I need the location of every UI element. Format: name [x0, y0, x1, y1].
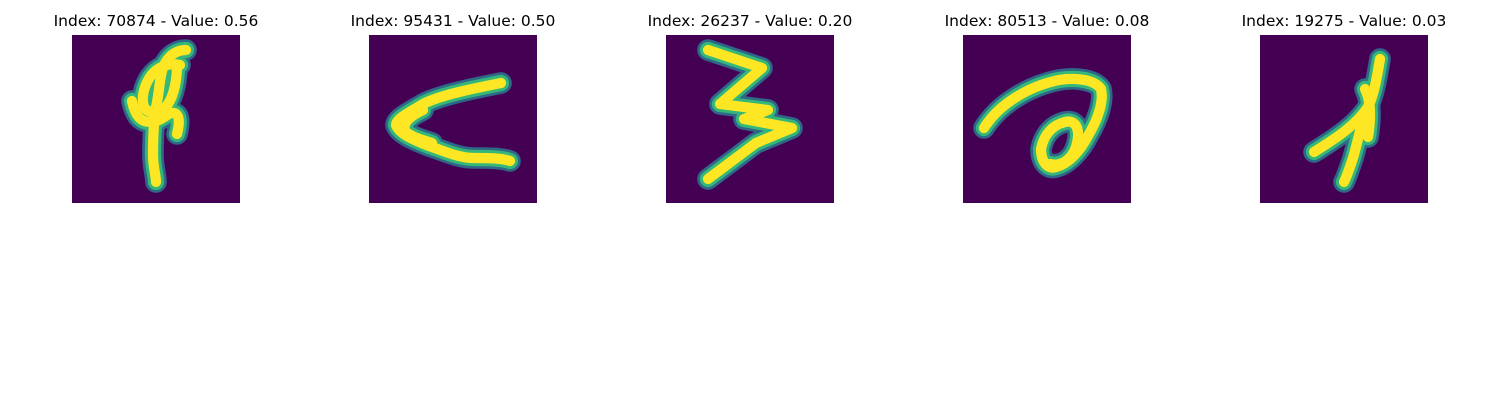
digit-stroke [702, 44, 798, 185]
image-panel: Index: 80513 - Value: 0.08 [899, 0, 1195, 210]
image-panel: Index: 26237 - Value: 0.20 [602, 0, 898, 210]
digit-stroke [978, 73, 1107, 173]
digit-stroke [399, 104, 438, 149]
panel-title: Index: 95431 - Value: 0.50 [350, 12, 556, 30]
panel-title: Index: 80513 - Value: 0.08 [944, 12, 1150, 30]
digit-image [369, 35, 537, 203]
panel-title: Index: 19275 - Value: 0.03 [1241, 12, 1447, 30]
image-panel: Index: 19275 - Value: 0.03 [1196, 0, 1492, 210]
digit-stroke [137, 59, 186, 118]
digit-stroke [126, 95, 184, 140]
panel-title: Index: 26237 - Value: 0.20 [647, 12, 853, 30]
digit-image [963, 35, 1131, 203]
image-panel: Index: 70874 - Value: 0.56 [8, 0, 304, 210]
digit-image [666, 35, 834, 203]
digit-image [72, 35, 240, 203]
digit-stroke [1338, 101, 1374, 188]
image-panel: Index: 95431 - Value: 0.50 [305, 0, 601, 210]
digit-stroke [1359, 83, 1376, 143]
panel-title: Index: 70874 - Value: 0.56 [53, 12, 259, 30]
digit-image [1260, 35, 1428, 203]
